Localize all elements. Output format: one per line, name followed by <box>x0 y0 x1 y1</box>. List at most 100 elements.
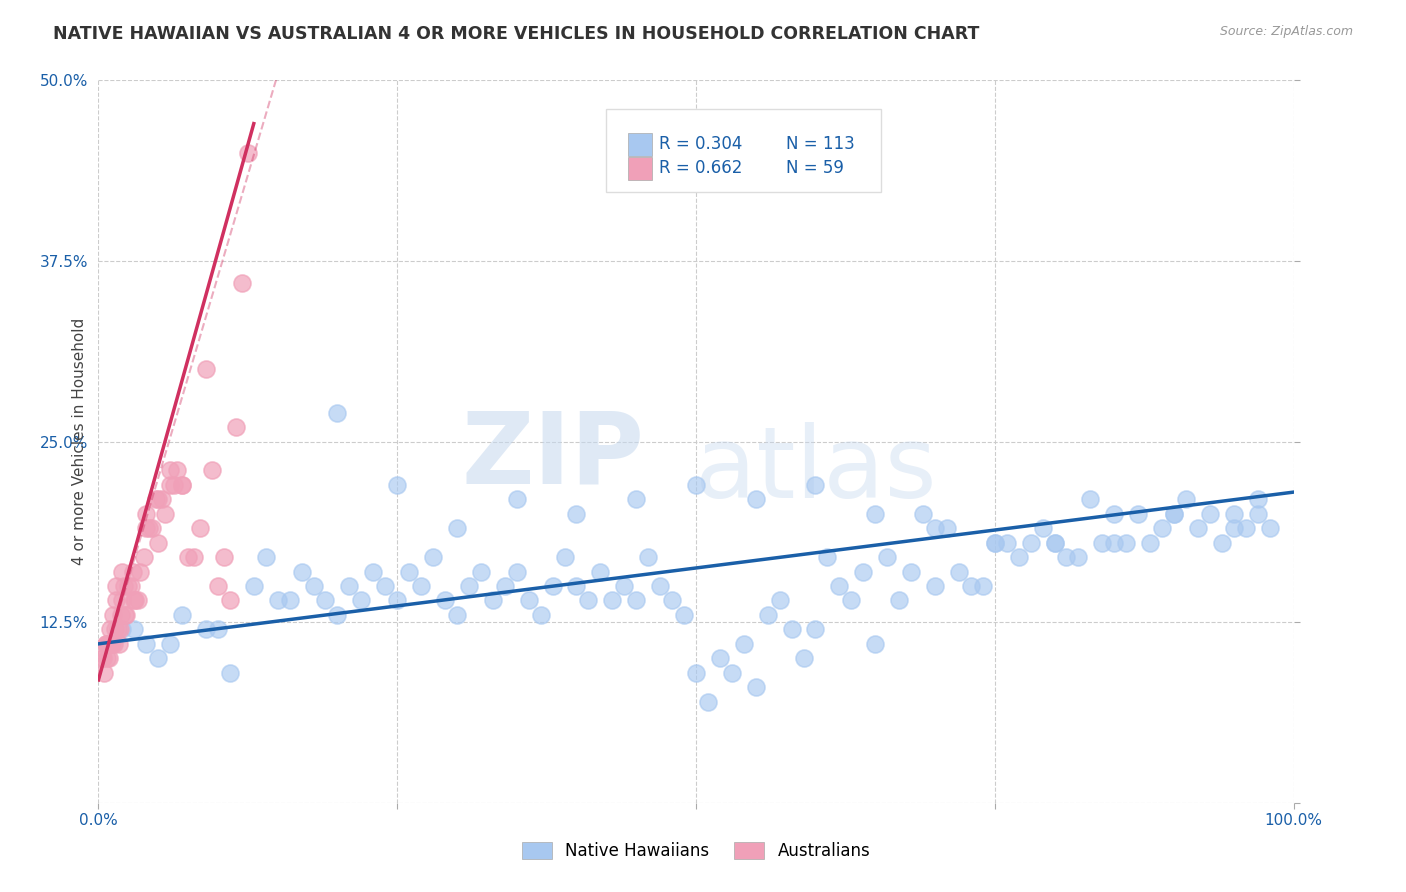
Point <box>112 579 135 593</box>
Point <box>745 680 768 694</box>
Point <box>709 651 731 665</box>
Point <box>225 420 247 434</box>
Point <box>1032 521 1054 535</box>
Point <box>385 593 409 607</box>
Text: N = 113: N = 113 <box>786 135 855 153</box>
Point <box>733 637 755 651</box>
Legend: Native Hawaiians, Australians: Native Hawaiians, Australians <box>515 835 877 867</box>
Point <box>446 521 468 535</box>
Point <box>411 579 433 593</box>
Point <box>159 463 181 477</box>
Point <box>1104 507 1126 521</box>
Point <box>219 665 242 680</box>
Point <box>108 623 131 637</box>
Point <box>565 579 588 593</box>
Point <box>1223 521 1246 535</box>
Point <box>105 579 128 593</box>
Point <box>589 565 612 579</box>
Point <box>1104 535 1126 549</box>
Point <box>984 535 1007 549</box>
Point <box>1234 521 1257 535</box>
Point <box>530 607 553 622</box>
Point <box>385 478 409 492</box>
Point <box>948 565 970 579</box>
Point <box>177 550 200 565</box>
Point <box>1128 507 1150 521</box>
Point <box>841 593 863 607</box>
Text: Source: ZipAtlas.com: Source: ZipAtlas.com <box>1219 25 1353 38</box>
Point <box>889 593 911 607</box>
Point <box>1152 521 1174 535</box>
Point <box>231 276 253 290</box>
Point <box>506 565 529 579</box>
Point <box>804 478 827 492</box>
Point <box>267 593 290 607</box>
Point <box>865 637 887 651</box>
Point <box>236 145 259 160</box>
Point <box>104 623 127 637</box>
Point <box>98 651 121 665</box>
Point <box>135 521 157 535</box>
Point <box>291 565 314 579</box>
Point <box>103 637 125 651</box>
Point <box>111 593 134 607</box>
Point <box>458 579 481 593</box>
Point <box>924 521 946 535</box>
Point <box>1223 507 1246 521</box>
Point <box>912 507 935 521</box>
Text: ZIP: ZIP <box>461 408 644 505</box>
Point <box>613 579 636 593</box>
Point <box>138 521 160 535</box>
Point <box>1199 507 1222 521</box>
Point <box>852 565 875 579</box>
Text: N = 59: N = 59 <box>786 160 844 178</box>
Point <box>517 593 540 607</box>
Text: atlas: atlas <box>695 422 936 519</box>
Point <box>148 651 170 665</box>
Point <box>626 593 648 607</box>
Point <box>673 607 696 622</box>
Point <box>207 579 229 593</box>
Point <box>1043 535 1066 549</box>
Point <box>637 550 659 565</box>
Point <box>94 637 117 651</box>
Text: R = 0.304: R = 0.304 <box>659 135 742 153</box>
Point <box>124 593 146 607</box>
Point <box>1008 550 1031 565</box>
Point <box>470 565 492 579</box>
Point <box>685 478 707 492</box>
Point <box>1115 535 1137 549</box>
Point <box>972 579 994 593</box>
Point <box>769 593 792 607</box>
Point <box>315 593 337 607</box>
Point <box>1247 507 1270 521</box>
Point <box>110 607 132 622</box>
Point <box>1247 492 1270 507</box>
Point <box>120 579 142 593</box>
Point <box>398 565 420 579</box>
Point <box>98 637 122 651</box>
Bar <box>628 133 652 156</box>
Point <box>127 593 149 607</box>
Point <box>793 651 815 665</box>
Point <box>207 623 229 637</box>
Point <box>780 623 803 637</box>
Point <box>172 478 194 492</box>
Point <box>494 579 516 593</box>
FancyBboxPatch shape <box>606 109 882 193</box>
Point <box>94 637 117 651</box>
Point <box>243 579 266 593</box>
Point <box>124 593 146 607</box>
Point <box>97 637 120 651</box>
Point <box>163 478 186 492</box>
Point <box>1258 521 1281 535</box>
Point <box>183 550 205 565</box>
Point <box>1163 507 1185 521</box>
Point <box>107 637 129 651</box>
Point <box>107 623 129 637</box>
Point <box>111 623 134 637</box>
Point <box>115 607 138 622</box>
Point <box>145 492 167 507</box>
Point <box>166 463 188 477</box>
Point <box>278 593 301 607</box>
